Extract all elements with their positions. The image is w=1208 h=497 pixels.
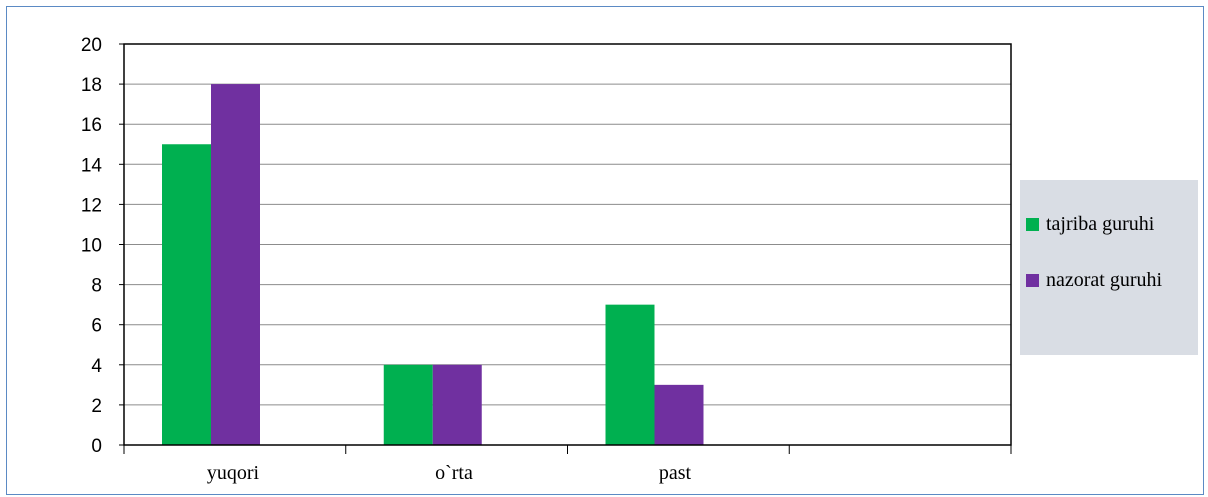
legend: tajriba guruhi nazorat guruhi xyxy=(1020,180,1198,355)
y-tick-label: 10 xyxy=(81,236,102,257)
legend-item-tajriba: tajriba guruhi xyxy=(1020,212,1198,236)
y-tick-label: 16 xyxy=(81,115,102,136)
legend-label-tajriba: tajriba guruhi xyxy=(1046,213,1155,235)
legend-label-nazorat: nazorat guruhi xyxy=(1046,269,1163,291)
bar-nazorat-2 xyxy=(654,384,704,445)
y-tick-labels: 0 2 4 6 8 10 12 14 16 18 20 xyxy=(81,35,103,457)
y-tick-label: 18 xyxy=(81,75,102,96)
x-tick-label-orta: o`rta xyxy=(435,462,473,484)
x-tick-label-yuqori: yuqori xyxy=(206,462,260,484)
y-tick-label: 8 xyxy=(91,276,102,297)
y-tick-label: 6 xyxy=(91,316,102,337)
legend-swatch-tajriba xyxy=(1026,218,1039,231)
x-tick-label-past: past xyxy=(658,462,692,484)
axes xyxy=(119,43,1012,454)
y-tick-label: 20 xyxy=(81,35,102,56)
bar-tajriba-2 xyxy=(605,304,655,445)
bar-tajriba-0 xyxy=(162,144,211,445)
y-tick-label: 12 xyxy=(81,195,102,216)
bar-nazorat-0 xyxy=(211,84,260,445)
y-tick-label: 4 xyxy=(91,356,102,377)
y-tick-label: 2 xyxy=(91,396,102,417)
y-tick-label: 0 xyxy=(91,436,102,457)
legend-item-nazorat: nazorat guruhi xyxy=(1020,268,1198,292)
y-tick-label: 14 xyxy=(81,155,103,176)
bar-nazorat-1 xyxy=(432,364,482,445)
gridlines xyxy=(124,83,1011,406)
bars xyxy=(162,84,704,445)
legend-swatch-nazorat xyxy=(1026,274,1039,287)
bar-tajriba-1 xyxy=(383,364,433,445)
